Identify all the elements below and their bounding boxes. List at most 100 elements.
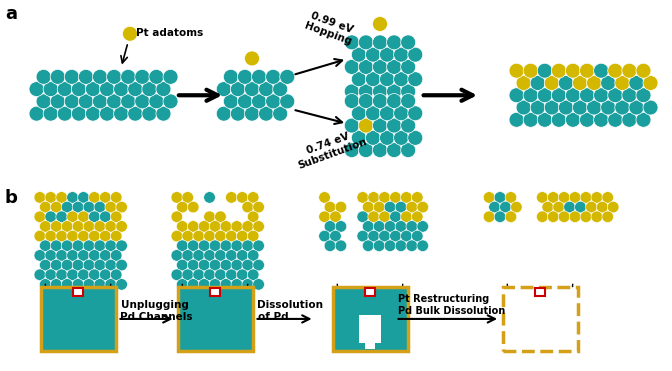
Circle shape xyxy=(230,106,245,121)
Circle shape xyxy=(245,51,259,66)
Circle shape xyxy=(61,201,73,213)
Circle shape xyxy=(57,106,73,121)
Circle shape xyxy=(209,279,221,290)
Circle shape xyxy=(558,100,573,115)
Circle shape xyxy=(265,94,281,109)
Text: b: b xyxy=(5,190,18,207)
Circle shape xyxy=(78,269,89,280)
Circle shape xyxy=(177,240,188,252)
Bar xyxy=(210,288,220,296)
Circle shape xyxy=(114,82,128,96)
Circle shape xyxy=(142,82,157,96)
Circle shape xyxy=(187,279,199,290)
Circle shape xyxy=(386,35,402,50)
Circle shape xyxy=(607,201,619,213)
Bar xyxy=(365,288,375,296)
Circle shape xyxy=(357,211,368,223)
Circle shape xyxy=(372,118,388,133)
Circle shape xyxy=(220,259,232,271)
Circle shape xyxy=(494,211,506,223)
Circle shape xyxy=(597,201,608,213)
Circle shape xyxy=(265,69,281,84)
Circle shape xyxy=(94,221,106,232)
Circle shape xyxy=(171,211,183,223)
Circle shape xyxy=(351,130,366,145)
Circle shape xyxy=(330,230,341,242)
Circle shape xyxy=(34,192,46,203)
Circle shape xyxy=(29,106,44,121)
Circle shape xyxy=(523,63,538,78)
Circle shape xyxy=(575,201,586,213)
Circle shape xyxy=(384,240,396,252)
Circle shape xyxy=(34,211,46,223)
Circle shape xyxy=(116,279,128,290)
Circle shape xyxy=(171,250,183,261)
Circle shape xyxy=(142,106,157,121)
Circle shape xyxy=(351,106,366,121)
Circle shape xyxy=(121,69,136,84)
Bar xyxy=(177,287,253,351)
Circle shape xyxy=(368,211,380,223)
Circle shape xyxy=(386,93,402,108)
Circle shape xyxy=(93,69,108,84)
Circle shape xyxy=(324,201,336,213)
Circle shape xyxy=(593,88,609,103)
Circle shape xyxy=(372,35,388,50)
Circle shape xyxy=(505,192,517,203)
Circle shape xyxy=(204,250,215,261)
Circle shape xyxy=(564,201,575,213)
Circle shape xyxy=(242,240,253,252)
Circle shape xyxy=(259,106,274,121)
Bar xyxy=(359,315,381,343)
Circle shape xyxy=(171,192,183,203)
Circle shape xyxy=(226,230,237,242)
Circle shape xyxy=(401,35,416,50)
Bar xyxy=(333,287,407,351)
Circle shape xyxy=(319,211,331,223)
Circle shape xyxy=(500,201,511,213)
Circle shape xyxy=(602,192,614,203)
Circle shape xyxy=(408,130,423,145)
Circle shape xyxy=(78,250,89,261)
Circle shape xyxy=(636,63,651,78)
Circle shape xyxy=(245,82,259,96)
Circle shape xyxy=(569,211,581,223)
Circle shape xyxy=(193,269,204,280)
Circle shape xyxy=(372,143,388,158)
Circle shape xyxy=(177,201,188,213)
Circle shape xyxy=(78,211,89,223)
Circle shape xyxy=(187,221,199,232)
Circle shape xyxy=(417,201,429,213)
Circle shape xyxy=(607,88,623,103)
Circle shape xyxy=(156,82,171,96)
Circle shape xyxy=(516,100,531,115)
Circle shape xyxy=(107,69,122,84)
Circle shape xyxy=(72,259,84,271)
Circle shape xyxy=(358,143,374,158)
Circle shape xyxy=(587,76,601,91)
Circle shape xyxy=(231,259,243,271)
Circle shape xyxy=(516,76,531,91)
Circle shape xyxy=(394,130,409,145)
Circle shape xyxy=(182,192,194,203)
Circle shape xyxy=(366,130,380,145)
Circle shape xyxy=(335,240,347,252)
Circle shape xyxy=(122,26,138,41)
Circle shape xyxy=(116,259,128,271)
Circle shape xyxy=(273,106,288,121)
Circle shape xyxy=(511,201,522,213)
Circle shape xyxy=(357,192,368,203)
Text: Pt Restructuring
Pd Bulk Dissolution: Pt Restructuring Pd Bulk Dissolution xyxy=(398,294,505,316)
Circle shape xyxy=(558,211,570,223)
Circle shape xyxy=(67,211,79,223)
Circle shape xyxy=(34,250,46,261)
Circle shape xyxy=(483,211,495,223)
Circle shape xyxy=(65,94,79,109)
Circle shape xyxy=(330,211,341,223)
Circle shape xyxy=(204,230,215,242)
Circle shape xyxy=(489,201,501,213)
Circle shape xyxy=(615,100,630,115)
Bar xyxy=(40,287,116,351)
Circle shape xyxy=(565,112,581,127)
Circle shape xyxy=(401,230,412,242)
